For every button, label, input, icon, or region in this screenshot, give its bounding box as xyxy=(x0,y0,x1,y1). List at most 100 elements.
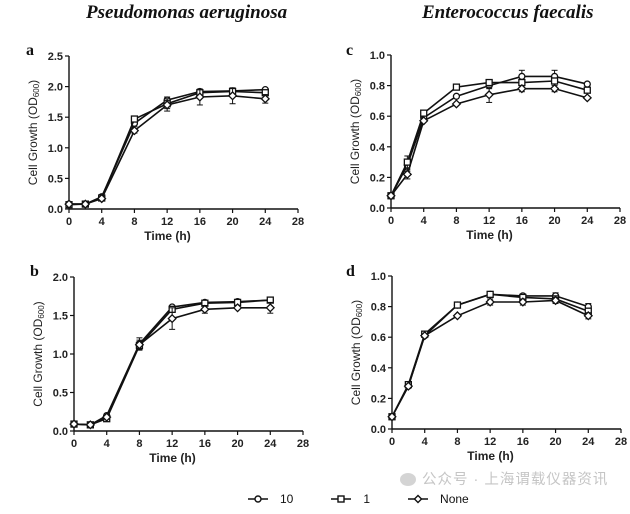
x-tick-label: 24 xyxy=(582,436,595,448)
data-point-diamond xyxy=(96,193,107,204)
series-line-none xyxy=(69,94,266,205)
y-tick-label: 2.0 xyxy=(48,82,63,94)
y-tick-label: 0.2 xyxy=(370,172,385,184)
x-tick-label: 8 xyxy=(131,216,137,228)
x-tick-label: 12 xyxy=(483,215,495,227)
watermark-text: 公众号 · 上海谓载仪器资讯 xyxy=(422,472,609,488)
y-tick-label: 1.0 xyxy=(48,143,63,155)
series-line-none xyxy=(391,299,589,418)
data-point-diamond xyxy=(484,90,494,100)
data-point-square xyxy=(486,290,494,299)
y-tick-label: 0.4 xyxy=(370,142,386,154)
panel-a: 0.0 0.5 1.0 1.5 2.0 2.5 0 4 8 12 16 20 24 28 Time (h) C… xyxy=(26,51,304,243)
data-point-diamond xyxy=(85,420,96,430)
series-none xyxy=(386,83,593,201)
data-point-diamond xyxy=(64,199,74,209)
data-point-diamond xyxy=(583,311,594,321)
column-title-pseudomonas: Pseudomonas aeruginosa xyxy=(86,2,288,23)
legend: 10 1 None xyxy=(248,492,469,506)
x-tick-label: 28 xyxy=(614,215,626,227)
x-axis-label: Time (h) xyxy=(466,228,512,242)
legend-item-1: 1 xyxy=(331,492,370,506)
data-point-diamond xyxy=(419,330,430,341)
x-tick-label: 12 xyxy=(166,438,178,450)
x-tick-label: 20 xyxy=(226,216,238,228)
y-tick-label: 0.0 xyxy=(370,203,385,215)
data-point-diamond xyxy=(162,100,172,110)
data-point-diamond xyxy=(582,93,593,103)
x-axis-label: Time (h) xyxy=(149,451,195,465)
y-axis-label-end: ) xyxy=(26,80,40,84)
data-point-square xyxy=(452,83,461,91)
data-point-diamond xyxy=(167,313,177,324)
data-point-square xyxy=(550,77,559,85)
y-tick-label: 2.5 xyxy=(48,51,63,63)
y-tick-label: 0.8 xyxy=(370,81,385,93)
data-point-diamond xyxy=(386,191,396,201)
y-tick-label: 0.0 xyxy=(53,426,68,438)
x-tick-label: 16 xyxy=(199,438,211,450)
data-point-diamond xyxy=(232,303,243,313)
y-axis-label-subscript: 600 xyxy=(37,305,46,319)
y-tick-label: 1.0 xyxy=(53,349,68,361)
data-point-diamond xyxy=(260,94,271,104)
panel-c: 0.0 0.2 0.4 0.6 0.8 1.0 0 4 8 12 16 20 24 28 Time (h) C… xyxy=(348,50,626,242)
x-tick-label: 8 xyxy=(454,436,460,448)
series-none xyxy=(387,295,594,422)
data-point-square xyxy=(403,158,412,166)
y-axis-label-main: Cell Growth (OD xyxy=(31,318,45,406)
data-point-diamond xyxy=(485,297,495,307)
panel-b: 0.0 0.5 1.0 1.5 2.0 0 4 8 12 16 20 24 28 Time (h) Cell… xyxy=(31,272,309,465)
x-tick-label: 16 xyxy=(517,436,529,448)
data-point-square xyxy=(485,78,493,87)
data-point-diamond xyxy=(517,83,527,94)
legend-label-10: 10 xyxy=(280,492,294,506)
y-tick-label: 1.0 xyxy=(370,50,385,62)
x-tick-label: 28 xyxy=(297,438,309,450)
square-marker-icon xyxy=(331,495,352,503)
panel-letter-a: a xyxy=(26,42,34,59)
y-tick-label: 0.4 xyxy=(371,363,387,375)
x-tick-label: 8 xyxy=(453,215,459,227)
data-point-diamond xyxy=(134,340,145,350)
y-tick-label: 1.0 xyxy=(371,271,386,283)
x-tick-label: 0 xyxy=(389,436,395,448)
data-point-diamond xyxy=(402,169,413,180)
y-axis-label-end: ) xyxy=(349,300,363,304)
x-tick-label: 20 xyxy=(549,436,561,448)
x-tick-label: 0 xyxy=(66,216,72,228)
data-point-diamond xyxy=(550,295,561,306)
x-tick-label: 24 xyxy=(264,438,277,450)
y-tick-label: 0.0 xyxy=(371,424,386,436)
data-point-diamond xyxy=(418,116,429,126)
y-axis-label-subscript: 600 xyxy=(355,303,364,317)
data-point-diamond xyxy=(518,297,528,307)
series-1 xyxy=(388,290,592,421)
x-tick-label: 20 xyxy=(231,438,243,450)
data-point-diamond xyxy=(549,83,560,94)
y-axis-label: Cell Growth (OD600) xyxy=(349,300,364,405)
x-tick-label: 28 xyxy=(292,216,304,228)
series-line-1 xyxy=(391,293,589,418)
y-tick-label: 0.5 xyxy=(53,388,68,400)
x-tick-label: 0 xyxy=(388,215,394,227)
x-tick-label: 12 xyxy=(161,216,173,228)
data-point-diamond xyxy=(69,419,79,429)
y-tick-label: 0.5 xyxy=(48,173,63,185)
y-axis-label: Cell Growth (OD600) xyxy=(31,301,46,406)
x-axis-label: Time (h) xyxy=(144,229,190,243)
y-axis-label: Cell Growth (OD600) xyxy=(26,80,41,185)
legend-label-none: None xyxy=(440,492,469,506)
data-point-diamond xyxy=(403,381,414,391)
series-none xyxy=(64,87,271,209)
y-axis-label-end: ) xyxy=(31,301,45,305)
data-point-circle xyxy=(518,72,526,81)
y-tick-label: 1.5 xyxy=(48,112,63,124)
panel-letter-d: d xyxy=(346,263,355,280)
series-none xyxy=(69,301,276,430)
panel-letter-c: c xyxy=(346,42,354,59)
legend-label-1: 1 xyxy=(363,492,371,506)
y-axis-label-subscript: 600 xyxy=(32,83,41,97)
y-axis-label-main: Cell Growth (OD xyxy=(349,317,363,405)
